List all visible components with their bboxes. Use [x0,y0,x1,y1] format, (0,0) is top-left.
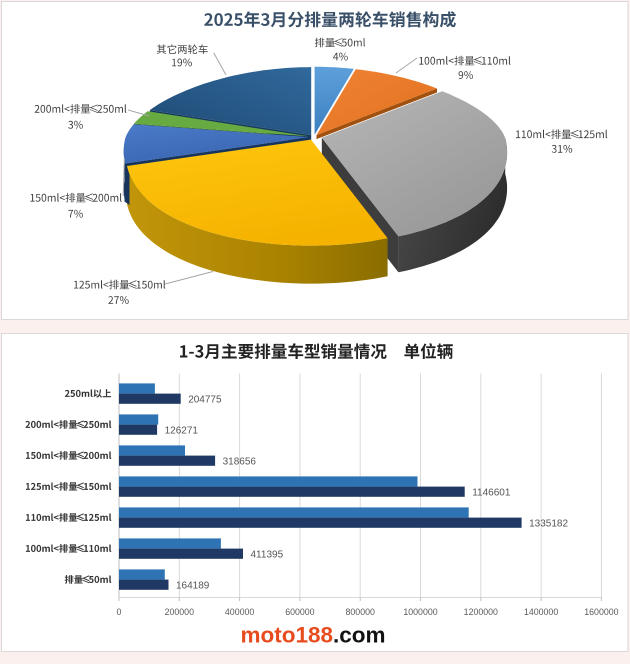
svg-text:1335182: 1335182 [529,518,568,529]
svg-text:411395: 411395 [251,549,284,560]
svg-text:164189: 164189 [176,580,210,591]
svg-text:200000: 200000 [165,607,194,617]
svg-text:moto188.com: moto188.com [240,622,385,647]
svg-text:400000: 400000 [225,607,254,617]
svg-text:1400000: 1400000 [524,607,558,617]
svg-text:1600000: 1600000 [584,607,618,617]
svg-text:1000000: 1000000 [403,607,437,617]
svg-text:126271: 126271 [165,425,199,436]
svg-text:800000: 800000 [346,607,375,617]
svg-text:1200000: 1200000 [464,607,498,617]
svg-text:600000: 600000 [285,607,314,617]
svg-text:204775: 204775 [188,394,222,405]
svg-text:318656: 318656 [223,456,257,467]
svg-text:1146601: 1146601 [472,487,511,498]
svg-text:0: 0 [117,607,122,617]
